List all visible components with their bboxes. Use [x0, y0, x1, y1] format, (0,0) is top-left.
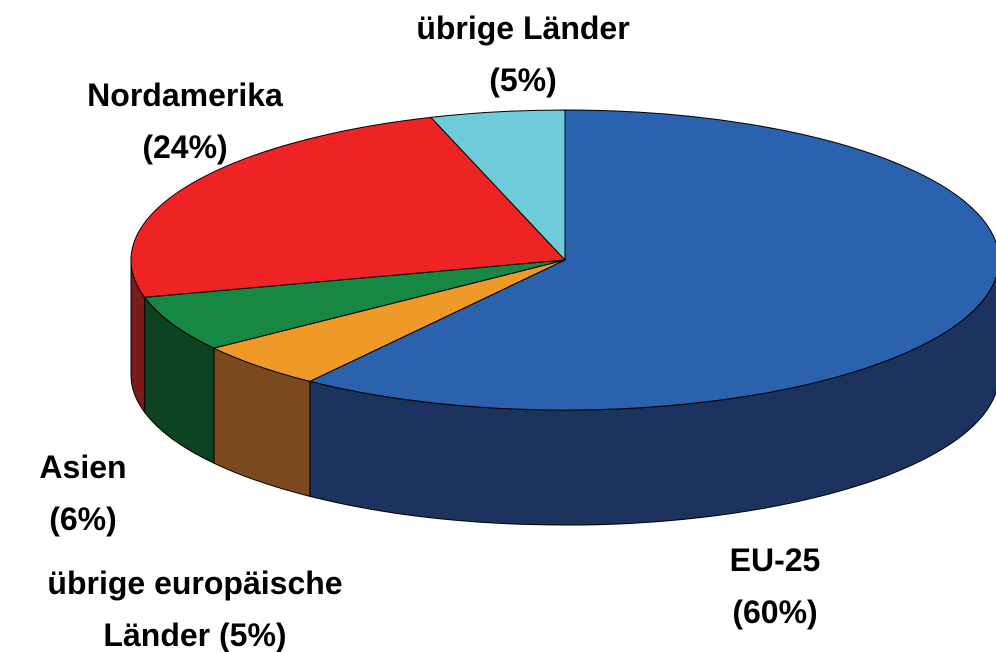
slice [130, 116, 567, 298]
value-label: (60%) [732, 594, 818, 630]
category-label: Asien [39, 449, 127, 485]
category-label: übrige Länder [416, 10, 630, 46]
value-label: (24%) [142, 129, 228, 165]
value-label: (5%) [489, 62, 557, 98]
slice-label: Asien (6%) [0, 441, 183, 545]
slice [143, 259, 566, 349]
slice-label: übrige europäische Länder (5%) [0, 557, 395, 652]
slice-label: EU-25 (60%) [625, 534, 925, 638]
slice-label: Nordamerika (24%) [35, 69, 335, 173]
value-label: (5%) [219, 617, 287, 652]
slice [429, 109, 566, 262]
category-label: übrige europäische Länder [47, 565, 343, 652]
category-label: Nordamerika [87, 77, 283, 113]
category-label: EU-25 [729, 542, 821, 578]
slice [308, 109, 996, 411]
slice-label: übrige Länder (5%) [353, 2, 693, 106]
value-label: (6%) [49, 501, 117, 537]
